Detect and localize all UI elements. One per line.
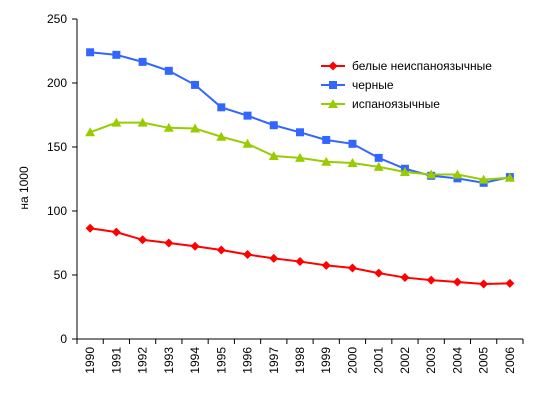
- x-tick-label: 1998: [293, 347, 307, 374]
- data-point: [452, 277, 462, 287]
- data-point: [373, 161, 384, 171]
- data-point: [85, 223, 95, 233]
- data-point: [191, 80, 200, 89]
- legend-label: белые неиспаноязычные: [352, 59, 492, 73]
- y-tick-label: 150: [47, 140, 67, 154]
- x-tick-label: 1992: [136, 347, 150, 374]
- x-tick-label: 2001: [372, 347, 386, 374]
- data-point: [374, 153, 383, 162]
- legend-label: испаноязычные: [352, 97, 440, 111]
- data-point: [348, 139, 357, 148]
- data-point: [322, 135, 331, 144]
- legend-marker: [329, 81, 337, 89]
- legend-item: белые неиспаноязычные: [321, 59, 492, 73]
- data-point: [217, 103, 226, 112]
- x-tick-label: 2000: [345, 347, 359, 374]
- x-tick-label: 1999: [319, 347, 333, 374]
- legend-marker: [328, 99, 338, 108]
- y-tick-label: 200: [47, 76, 67, 90]
- data-point: [347, 263, 357, 273]
- legend: белые неиспаноязычные черные испаноязычные: [321, 59, 492, 111]
- x-tick-label: 2006: [503, 347, 517, 374]
- data-point: [505, 278, 515, 288]
- y-tick-label: 100: [47, 204, 67, 218]
- data-point: [190, 241, 200, 251]
- data-point: [426, 275, 436, 285]
- x-axis-ticks: 1990 1991 1992 1993 1994 1995 1996 1997 1998 1999…: [76, 339, 524, 374]
- data-point: [86, 48, 95, 57]
- data-point: [164, 238, 174, 248]
- data-point: [111, 117, 122, 127]
- legend-item: испаноязычные: [321, 97, 440, 111]
- data-point: [504, 172, 515, 182]
- data-point: [426, 169, 437, 179]
- data-point: [269, 121, 278, 130]
- data-point: [164, 66, 173, 75]
- data-point: [268, 150, 279, 160]
- x-tick-label: 2002: [398, 347, 412, 374]
- data-point: [243, 111, 252, 120]
- data-point: [243, 250, 253, 260]
- series-line: [89, 227, 510, 285]
- x-tick-label: 1995: [214, 347, 228, 374]
- data-point: [321, 156, 332, 166]
- data-point: [112, 50, 121, 59]
- data-point: [138, 57, 147, 66]
- data-point: [295, 257, 305, 267]
- legend-label: черные: [352, 78, 394, 92]
- series-3: [85, 117, 515, 184]
- legend-item: черные: [321, 78, 394, 92]
- y-tick-label: 0: [60, 332, 67, 346]
- data-point: [479, 279, 489, 289]
- y-axis-label: на 1000: [17, 166, 31, 210]
- series-group: [85, 48, 515, 289]
- data-point: [138, 235, 148, 245]
- data-point: [190, 123, 201, 133]
- x-tick-label: 1991: [109, 347, 123, 374]
- x-tick-label: 1997: [267, 347, 281, 374]
- data-point: [111, 227, 121, 237]
- x-tick-label: 2005: [477, 347, 491, 374]
- y-tick-label: 50: [54, 268, 68, 282]
- data-point: [163, 122, 174, 132]
- data-point: [478, 174, 489, 184]
- data-point: [321, 260, 331, 270]
- axes: [76, 19, 523, 340]
- x-tick-label: 1990: [83, 347, 97, 374]
- data-point: [216, 131, 227, 141]
- x-tick-label: 1993: [162, 347, 176, 374]
- x-tick-label: 2003: [424, 347, 438, 374]
- data-point: [269, 253, 279, 263]
- data-point: [374, 268, 384, 278]
- data-point: [399, 166, 410, 176]
- y-tick-label: 250: [47, 12, 67, 26]
- data-point: [137, 117, 148, 127]
- data-point: [85, 127, 96, 137]
- data-point: [242, 138, 253, 148]
- data-point: [452, 169, 463, 179]
- x-tick-label: 1994: [188, 347, 202, 374]
- data-point: [400, 273, 410, 283]
- series-1: [85, 223, 515, 289]
- legend-marker: [328, 61, 338, 71]
- data-point: [296, 128, 304, 137]
- data-point: [216, 245, 226, 255]
- data-point: [295, 152, 305, 162]
- x-tick-label: 1996: [241, 347, 255, 374]
- y-axis-ticks: 0 50 100 150 200 250: [47, 12, 77, 346]
- data-point: [347, 158, 358, 167]
- x-tick-label: 2004: [450, 347, 464, 374]
